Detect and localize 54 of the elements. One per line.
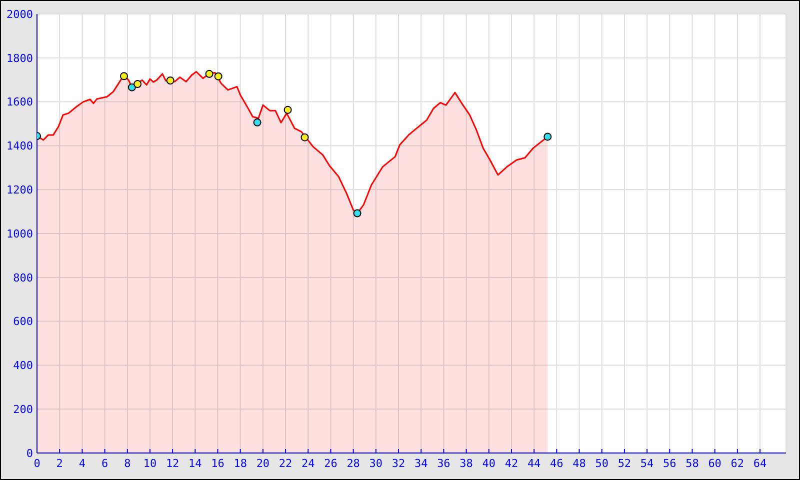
x-tick-label: 30 (369, 456, 383, 470)
point (353, 209, 362, 218)
x-tick-label: 10 (143, 456, 157, 470)
y-tick-label: 200 (13, 403, 33, 416)
x-tick-label: 36 (437, 456, 450, 470)
x-tick-label: 48 (572, 456, 586, 470)
x-tick-label: 8 (124, 456, 131, 470)
x-tick-label: 60 (708, 456, 722, 470)
point (284, 106, 292, 114)
x-tick-label: 50 (595, 456, 608, 470)
point (205, 70, 214, 78)
y-tick-label: 2000 (6, 8, 33, 21)
point (128, 83, 136, 92)
point (120, 72, 128, 80)
x-tick-label: 28 (346, 456, 360, 470)
x-tick-label: 42 (504, 456, 518, 470)
x-tick-label: 62 (730, 456, 744, 470)
x-tick-label: 14 (188, 456, 202, 470)
y-tick-label: 400 (13, 359, 33, 372)
y-tick-label: 1600 (6, 96, 33, 109)
x-tick-label: 54 (640, 456, 654, 470)
point (544, 132, 552, 141)
x-tick-label: 58 (686, 456, 699, 470)
x-tick-label: 6 (101, 456, 108, 470)
point (253, 118, 262, 126)
point (134, 80, 142, 88)
x-tick-label: 24 (302, 456, 316, 470)
y-tick-label: 0 (26, 446, 33, 460)
x-tick-label: 40 (482, 456, 496, 470)
x-tick-label: 26 (324, 456, 338, 470)
x-tick-label: 38 (460, 456, 473, 470)
x-tick-label: 20 (256, 456, 270, 470)
x-tick-label: 16 (211, 456, 224, 470)
point (166, 76, 174, 85)
y-tick-label: 600 (13, 315, 33, 328)
x-tick-label: 44 (527, 456, 542, 470)
point (214, 72, 222, 80)
x-tick-label: 18 (234, 456, 247, 470)
x-tick-label: 34 (414, 456, 428, 470)
x-tick-label: 46 (550, 456, 564, 470)
x-tick-label: 12 (166, 456, 180, 470)
y-tick-label: 1800 (6, 52, 33, 65)
x-tick-label: 56 (663, 456, 676, 470)
x-tick-label: 52 (618, 456, 632, 470)
y-tick-label: 1000 (6, 227, 33, 240)
x-tick-label: 32 (392, 456, 406, 470)
x-tick-label: 64 (753, 456, 768, 470)
y-tick-label: 1400 (6, 140, 33, 153)
y-tick-label: 1200 (6, 184, 33, 197)
y-tick-label: 800 (13, 271, 33, 284)
x-tick-label: 4 (78, 456, 86, 470)
x-tick-label: 2 (56, 456, 63, 470)
x-tick-label: 22 (278, 456, 292, 470)
point (300, 133, 309, 142)
